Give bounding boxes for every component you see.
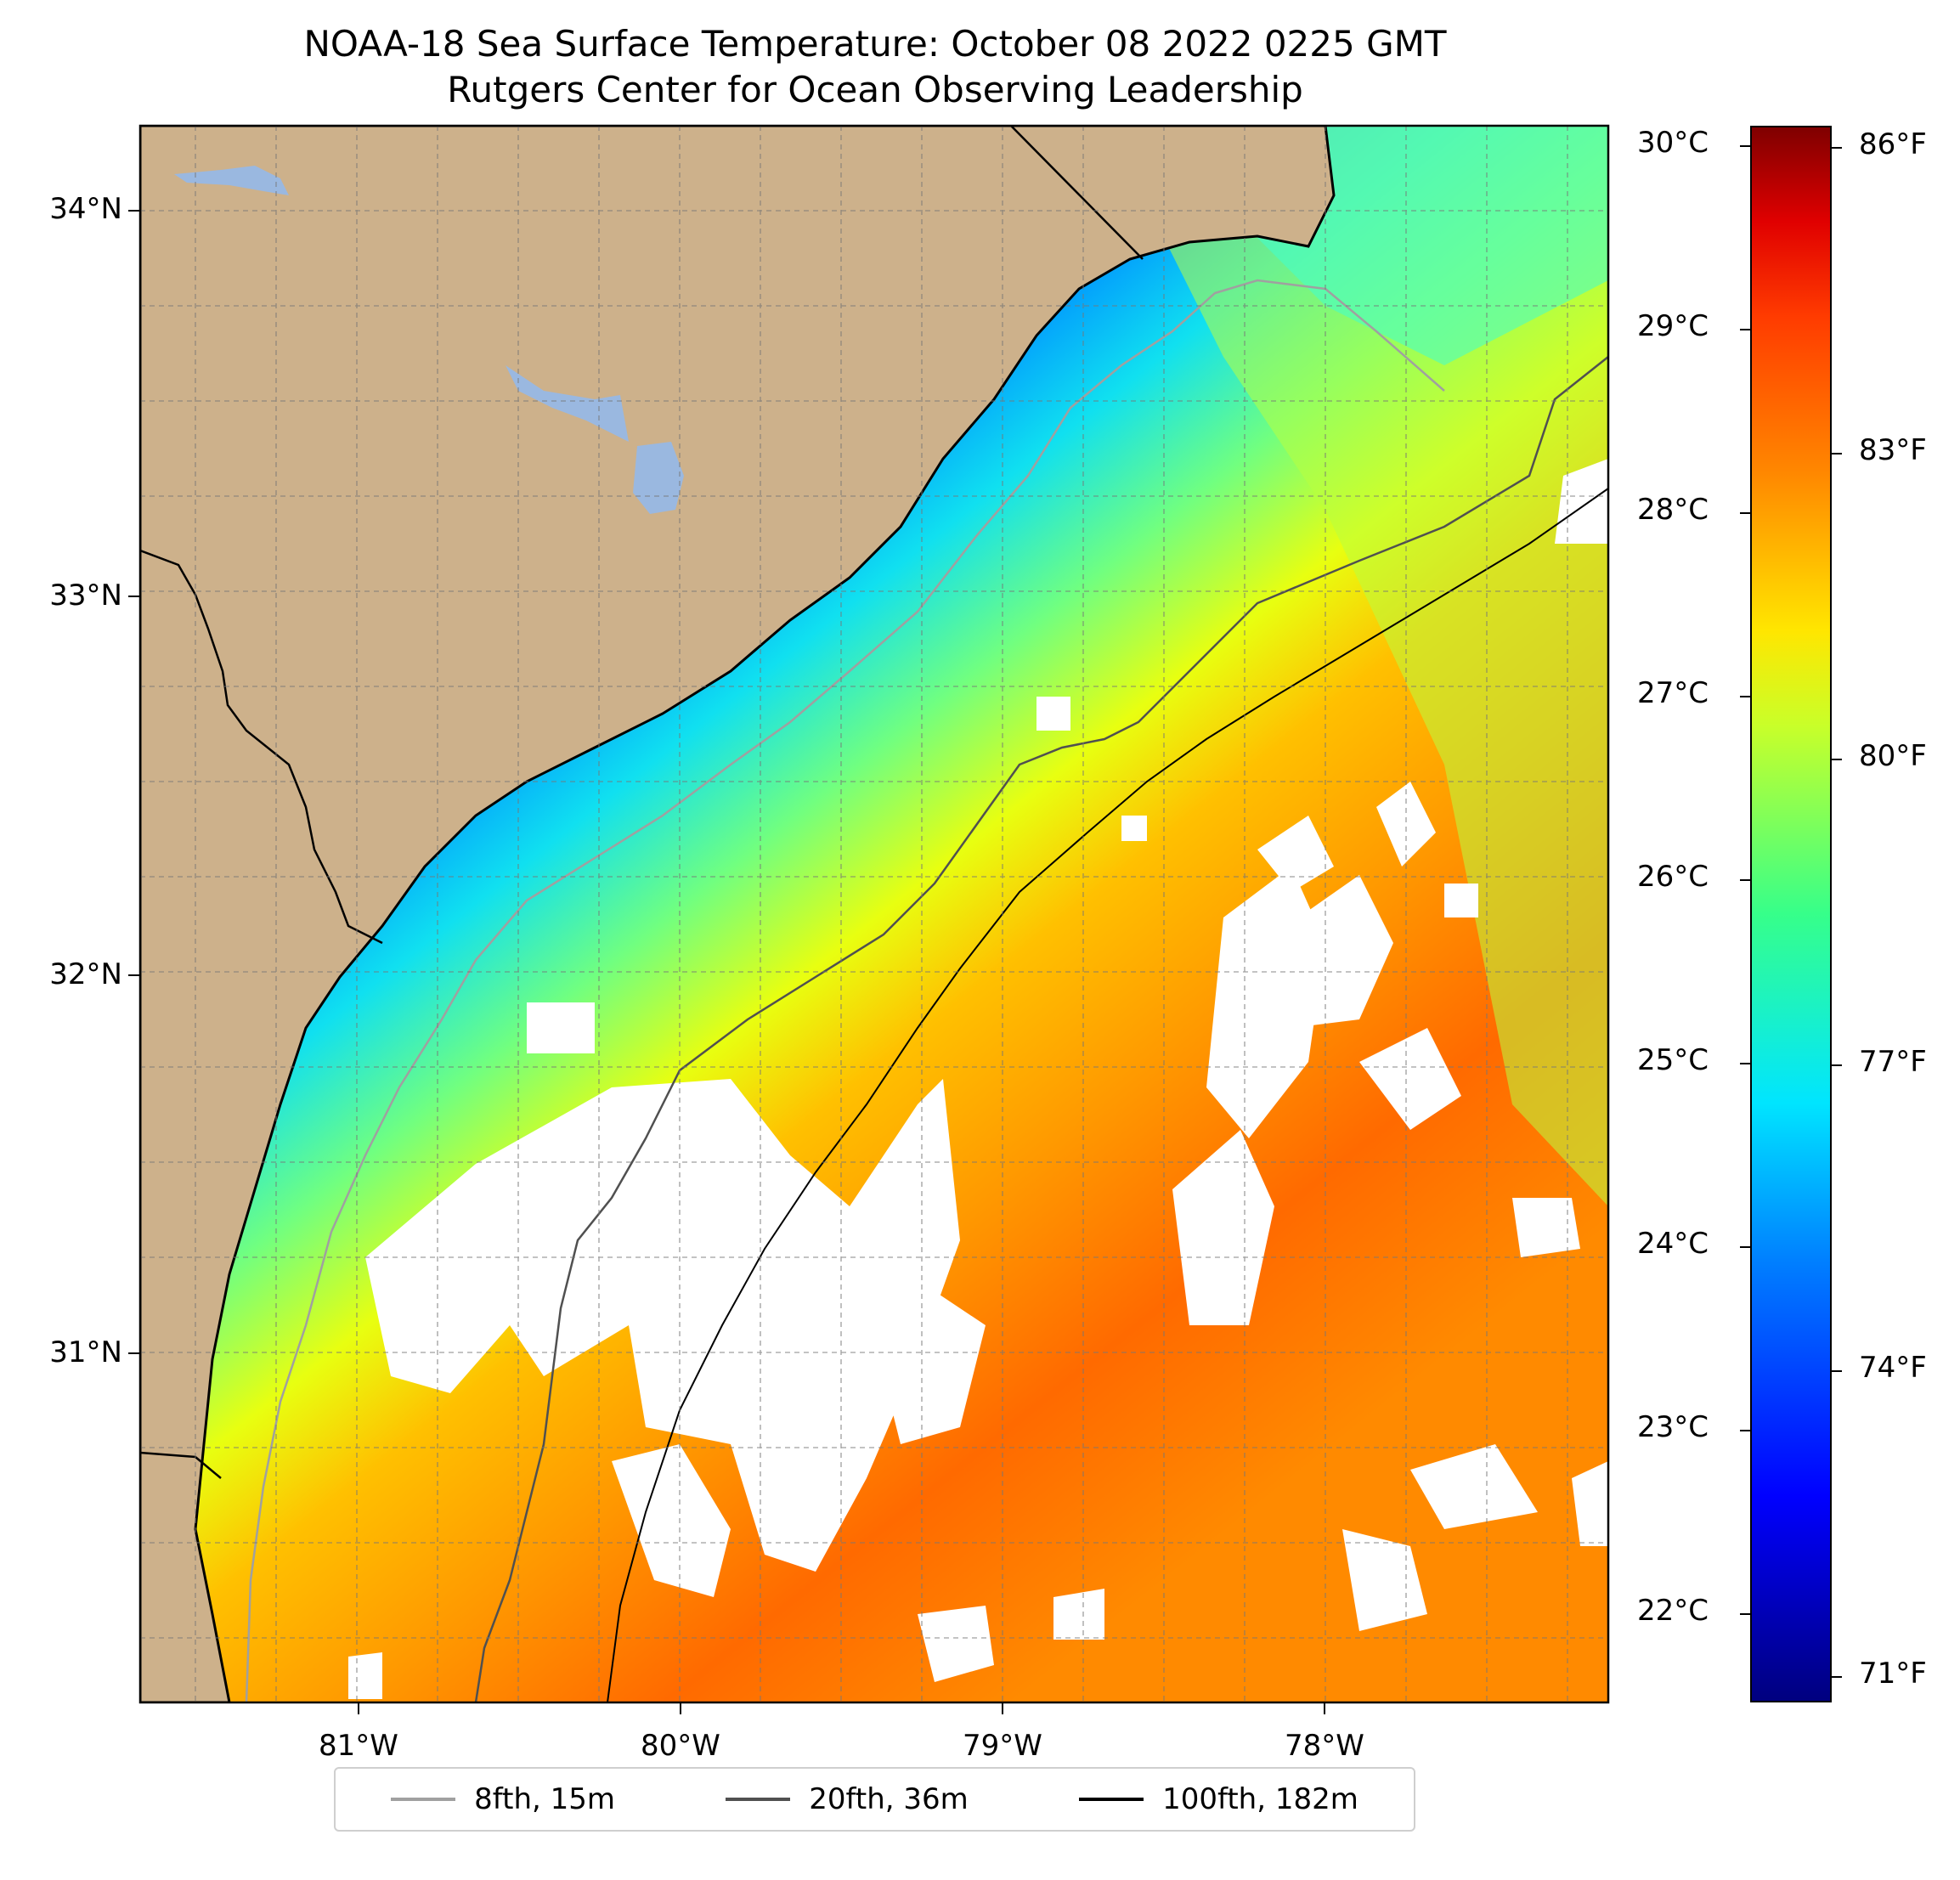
lon-label-79: 79°W bbox=[963, 1729, 1042, 1763]
cbar-tick-24c bbox=[1740, 1246, 1750, 1248]
land-area bbox=[140, 126, 1336, 1702]
map-title-line-1: NOAA-18 Sea Surface Temperature: October… bbox=[303, 23, 1447, 65]
cbar-tick-29c bbox=[1740, 329, 1750, 330]
state-boundary-nc-sc bbox=[1010, 126, 1144, 260]
colorbar-fahrenheit-74: 74°F bbox=[1859, 1351, 1927, 1385]
colorbar-celsius-22: 22°C bbox=[1637, 1594, 1709, 1628]
axis-ticks bbox=[128, 210, 1325, 1714]
colorbar-celsius-30: 30°C bbox=[1637, 126, 1709, 160]
lat-label-34: 34°N bbox=[49, 192, 122, 226]
lon-label-81: 81°W bbox=[319, 1729, 398, 1763]
cbar-tick-80f bbox=[1832, 759, 1842, 760]
map-gridlines bbox=[140, 126, 1608, 1702]
legend-label-20fth: 20fth, 36m bbox=[809, 1782, 969, 1816]
legend-label-8fth: 8fth, 15m bbox=[474, 1782, 616, 1816]
isobath-legend: 8fth, 15m 20fth, 36m 100fth, 182m bbox=[334, 1767, 1415, 1832]
cloud-mask bbox=[348, 459, 1608, 1699]
lat-label-31: 31°N bbox=[49, 1335, 122, 1369]
cbar-tick-26c bbox=[1740, 879, 1750, 881]
cbar-tick-30c bbox=[1740, 145, 1750, 147]
colorbar-fahrenheit-86: 86°F bbox=[1859, 127, 1927, 161]
map-title-line-2: Rutgers Center for Ocean Observing Leade… bbox=[447, 69, 1303, 110]
colorbar-fahrenheit-71: 71°F bbox=[1859, 1657, 1927, 1691]
cbar-tick-77f bbox=[1832, 1064, 1842, 1066]
cbar-tick-25c bbox=[1740, 1063, 1750, 1064]
lon-label-78: 78°W bbox=[1285, 1729, 1364, 1763]
lake-small-north bbox=[174, 166, 289, 195]
legend-swatch-20fth bbox=[726, 1798, 791, 1801]
legend-item-8fth: 8fth, 15m bbox=[391, 1782, 615, 1816]
cbar-tick-74f bbox=[1832, 1370, 1842, 1372]
colorbar-celsius-28: 28°C bbox=[1637, 493, 1709, 527]
legend-item-100fth: 100fth, 182m bbox=[1079, 1782, 1358, 1816]
colorbar-celsius-25: 25°C bbox=[1637, 1043, 1709, 1077]
lat-label-33: 33°N bbox=[49, 579, 122, 613]
cbar-tick-86f bbox=[1832, 147, 1842, 149]
cbar-tick-28c bbox=[1740, 512, 1750, 514]
cbar-tick-22c bbox=[1740, 1613, 1750, 1615]
lat-label-32: 32°N bbox=[49, 957, 122, 991]
map-frame bbox=[138, 124, 1610, 1704]
colorbar-fahrenheit-77: 77°F bbox=[1859, 1045, 1927, 1079]
colorbar-fahrenheit-80: 80°F bbox=[1859, 739, 1927, 773]
legend-label-100fth: 100fth, 182m bbox=[1162, 1782, 1358, 1816]
colorbar-celsius-26: 26°C bbox=[1637, 860, 1709, 894]
cbar-tick-27c bbox=[1740, 696, 1750, 697]
colorbar-celsius-29: 29°C bbox=[1637, 309, 1709, 343]
lake-marion bbox=[506, 365, 629, 442]
legend-item-20fth: 20fth, 36m bbox=[726, 1782, 969, 1816]
colorbar-celsius-23: 23°C bbox=[1637, 1410, 1709, 1444]
colorbar-celsius-24: 24°C bbox=[1637, 1227, 1709, 1261]
legend-swatch-100fth bbox=[1079, 1798, 1144, 1801]
cbar-tick-23c bbox=[1740, 1430, 1750, 1431]
sst-warm-east-fringe bbox=[1130, 126, 1608, 1206]
colorbar-fahrenheit-83: 83°F bbox=[1859, 433, 1927, 467]
colorbar-celsius-27: 27°C bbox=[1637, 676, 1709, 710]
legend-swatch-8fth bbox=[391, 1798, 456, 1801]
temperature-colorbar bbox=[1750, 126, 1832, 1702]
lon-label-80: 80°W bbox=[641, 1729, 720, 1763]
cbar-tick-71f bbox=[1832, 1676, 1842, 1678]
cbar-tick-83f bbox=[1832, 453, 1842, 454]
